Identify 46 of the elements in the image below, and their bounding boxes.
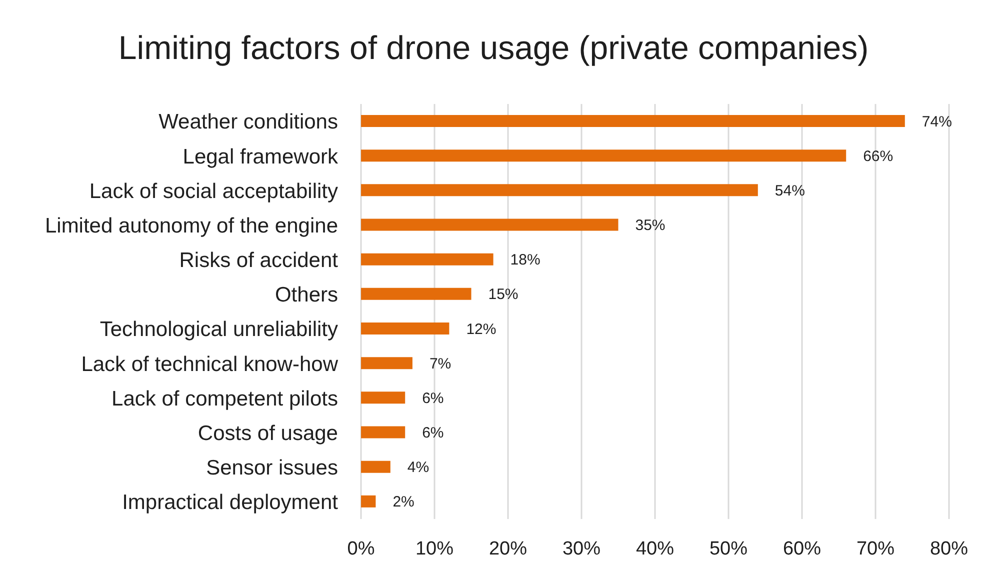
y-tick-label: Technological unreliability — [100, 318, 338, 342]
y-tick-label: Lack of competent pilots — [112, 387, 338, 410]
bar — [361, 150, 846, 162]
x-tick-label: 10% — [415, 538, 454, 560]
y-tick-label: Legal framework — [182, 145, 338, 168]
bar — [361, 218, 618, 231]
bar — [361, 460, 390, 473]
data-label: 4% — [407, 459, 430, 476]
bar — [361, 426, 406, 438]
bar — [361, 115, 905, 127]
x-tick-label: 40% — [636, 538, 674, 560]
data-label: 15% — [488, 286, 518, 304]
x-tick-label: 30% — [562, 538, 601, 560]
bar — [361, 495, 376, 508]
bar — [361, 322, 450, 334]
data-label: 74% — [922, 113, 952, 130]
data-label: 12% — [466, 320, 496, 338]
y-tick-label: Limited autonomy of the engine — [44, 214, 338, 238]
y-tick-label: Weather conditions — [158, 110, 338, 134]
data-label: 66% — [863, 148, 894, 165]
bar — [361, 392, 406, 404]
x-tick-label: 70% — [856, 538, 895, 560]
data-label: 35% — [635, 217, 666, 234]
y-tick-label: Costs of usage — [198, 422, 338, 445]
data-label: 7% — [429, 355, 452, 372]
data-label: 18% — [510, 252, 540, 269]
data-label: 6% — [422, 390, 444, 407]
y-tick-label: Risks of accident — [179, 249, 338, 272]
y-tick-label: Sensor issues — [206, 456, 338, 480]
bar — [361, 184, 758, 196]
y-tick-label: Impractical deployment — [122, 491, 338, 514]
bar — [361, 288, 472, 300]
bar — [361, 253, 494, 266]
y-tick-label: Lack of social acceptability — [89, 180, 338, 203]
x-tick-label: 60% — [782, 538, 822, 560]
x-tick-label: 80% — [930, 538, 968, 560]
data-label: 2% — [392, 494, 414, 511]
x-tick-label: 20% — [488, 538, 528, 560]
x-tick-label: 0% — [347, 538, 375, 560]
data-label: 6% — [422, 424, 444, 442]
y-tick-label: Lack of technical know-how — [81, 352, 339, 376]
chart-title: Limiting factors of drone usage (private companies) — [117, 28, 870, 68]
data-label: 54% — [774, 182, 805, 200]
y-tick-label: Others — [274, 284, 338, 307]
bar — [361, 357, 412, 370]
x-tick-label: 50% — [709, 538, 748, 560]
